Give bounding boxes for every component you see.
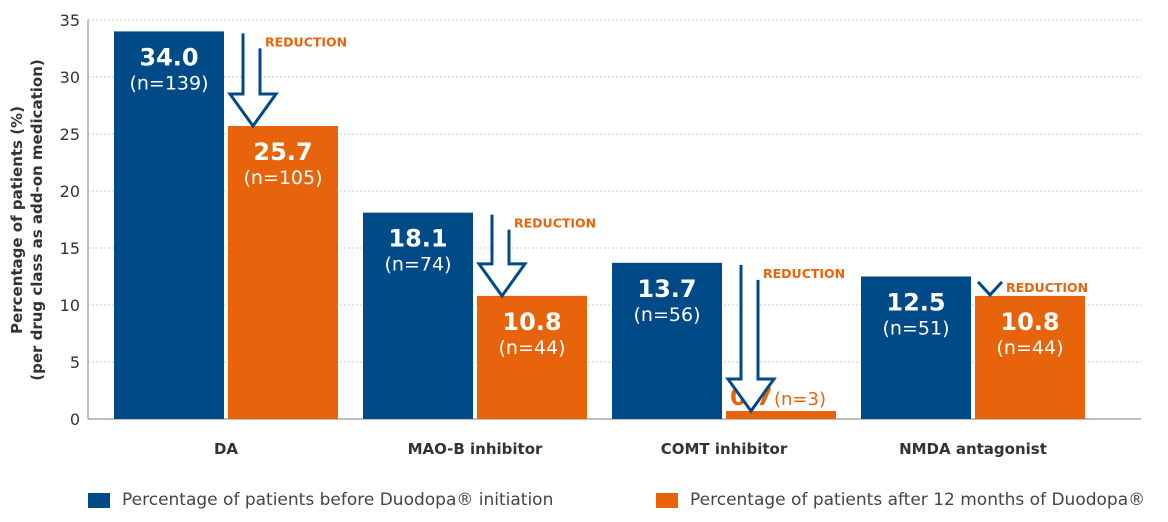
- n-label-after: (n=105): [243, 167, 322, 189]
- data-label-before: 34.0: [139, 43, 198, 71]
- legend-label-before: Percentage of patients before Duodopa® i…: [122, 490, 554, 510]
- data-label-after: 10.8: [1000, 308, 1059, 336]
- legend-swatch-before: [88, 492, 110, 508]
- y-axis-label: Percentage of patients (%): [8, 106, 26, 334]
- legend-item-after: Percentage of patients after 12 months o…: [656, 490, 1145, 510]
- legend-label-after: Percentage of patients after 12 months o…: [690, 490, 1146, 510]
- n-label-before: (n=56): [634, 304, 701, 326]
- bar-after: [477, 295, 587, 419]
- n-label-before: (n=74): [385, 254, 452, 276]
- x-tick-label: COMT inhibitor: [661, 440, 788, 458]
- y-tick-label: 5: [70, 353, 80, 372]
- legend-swatch-after: [656, 492, 678, 508]
- n-label-before: (n=51): [883, 318, 950, 340]
- data-label-after: 25.7: [253, 138, 312, 166]
- x-tick-label: NMDA antagonist: [899, 440, 1047, 458]
- bar-before: [114, 31, 224, 420]
- n-label-before: (n=139): [129, 72, 208, 94]
- bar-after: [975, 295, 1085, 419]
- bar-after: [726, 411, 836, 419]
- y-tick-label: 30: [60, 68, 80, 87]
- y-tick-label: 10: [60, 296, 80, 315]
- data-label-before: 12.5: [886, 289, 945, 317]
- bar-before: [363, 212, 473, 419]
- y-tick-label: 20: [60, 182, 80, 201]
- y-tick-label: 0: [70, 410, 80, 429]
- reduction-chevron-icon: [976, 280, 1004, 298]
- n-label-after: (n=3): [774, 389, 826, 410]
- data-label-before: 18.1: [388, 225, 447, 253]
- reduction-arrow-icon: [476, 214, 528, 299]
- reduction-label: REDUCTION: [763, 266, 845, 281]
- bar-after: [228, 126, 338, 420]
- n-label-after: (n=44): [499, 337, 566, 359]
- y-tick-label: 15: [60, 239, 80, 258]
- reduction-label: REDUCTION: [514, 216, 596, 231]
- bar-before: [861, 276, 971, 419]
- data-label-before: 13.7: [637, 275, 696, 303]
- bar-before: [612, 262, 722, 419]
- reduction-label: REDUCTION: [265, 34, 347, 49]
- y-axis-label: (per drug class as add-on medication): [28, 59, 46, 381]
- y-tick-label: 25: [60, 125, 80, 144]
- data-label-after: 10.8: [502, 308, 561, 336]
- n-label-after: (n=44): [997, 337, 1064, 359]
- legend-item-before: Percentage of patients before Duodopa® i…: [88, 490, 553, 510]
- y-tick-label: 35: [60, 11, 80, 30]
- reduction-arrow-icon: [725, 264, 777, 414]
- x-tick-label: DA: [214, 440, 238, 458]
- reduction-arrow-icon: [227, 33, 279, 129]
- reduction-label: REDUCTION: [1006, 280, 1088, 295]
- x-tick-label: MAO-B inhibitor: [408, 440, 543, 458]
